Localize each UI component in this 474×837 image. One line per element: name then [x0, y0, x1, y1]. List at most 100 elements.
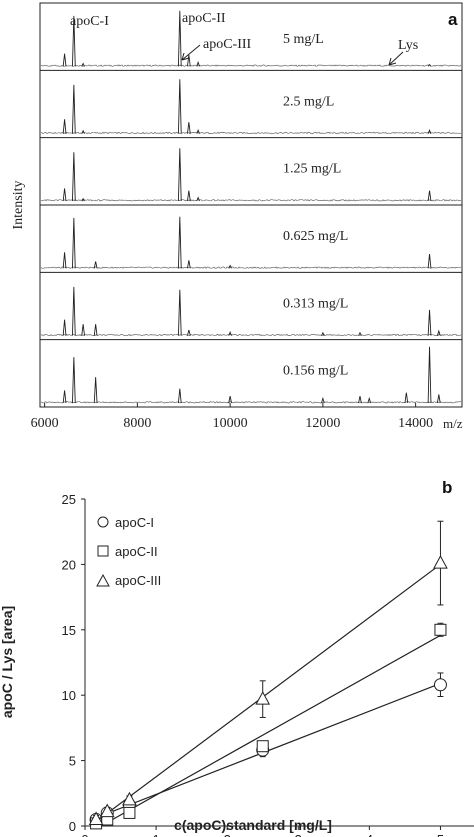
panel-b-x-axis-label: c(apoC)standard [mg/L]: [174, 817, 332, 833]
x-tick-label: 3: [295, 832, 302, 837]
spectrum-peak: [62, 188, 67, 202]
y-tick-label: 25: [62, 492, 76, 507]
x-tick-label: 1: [152, 832, 159, 837]
panel-b-label: b: [442, 478, 452, 497]
spectrum-peak: [436, 329, 441, 336]
legend-label-apoc-ii: apoC-II: [115, 544, 158, 559]
spectra-stack: 5 mg/L 2.5 mg/L 1.25 mg/L 0.625 mg/L 0.313 m…: [40, 10, 462, 404]
spectrum-baseline: [40, 401, 461, 404]
data-point-apoc-iii: [433, 555, 448, 569]
spectrum-peak: [72, 152, 76, 202]
legend: apoC-I apoC-II apoC-III: [96, 515, 161, 588]
arrow-apoc-iii: [181, 44, 201, 61]
annotation-apoc-iii: apoC-III: [203, 37, 252, 52]
annotation-apoc-i: apoC-I: [70, 14, 109, 29]
spectrum-peak: [187, 190, 191, 202]
data-point-apoc-iii: [88, 811, 104, 825]
panel-b-y-axis-label: apoC / Lys [area]: [0, 606, 15, 718]
panel-a-x-tick-label: 14000: [398, 416, 433, 431]
spectrum-peak: [72, 217, 76, 269]
spectrum-peak: [196, 196, 200, 202]
x-tick-label: 2: [224, 832, 231, 837]
x-tick-label: 5: [437, 832, 444, 837]
legend-marker-apoc-iii: [96, 573, 110, 587]
legend-marker-apoc-i: [97, 516, 109, 528]
spectrum-baseline: [40, 131, 462, 135]
spectrum-peak: [367, 396, 372, 404]
y-tick-label: 10: [62, 688, 76, 703]
spectrum-concentration-label: 0.625 mg/L: [283, 229, 348, 244]
spectrum-peak: [177, 216, 182, 269]
trend-line-apoc-iii: [95, 563, 441, 823]
spectrum-baseline: [40, 199, 462, 202]
spectrum-peak: [93, 377, 98, 404]
spectrum-peak: [72, 286, 76, 336]
data-point-apoc-iii: [122, 791, 137, 806]
spectrum-peak: [427, 346, 432, 404]
spectrum-peak: [62, 53, 67, 67]
trend-line-apoc-ii: [95, 634, 441, 830]
spectrum-peak: [177, 79, 182, 134]
legend-marker-apoc-ii: [97, 545, 109, 557]
spectrum-peak: [93, 324, 98, 336]
spectrum-concentration-label: 0.313 mg/L: [283, 296, 348, 311]
panel-a-mass-spectra: 5 mg/L 2.5 mg/L 1.25 mg/L 0.625 mg/L 0.313 m…: [11, 2, 463, 431]
spectrum-concentration-label: 0.156 mg/L: [283, 364, 348, 379]
spectrum-peak: [358, 331, 362, 336]
panel-b-calibration-chart: 0123450510152025 c(apoC)standard [mg/L] …: [0, 478, 474, 837]
spectrum-peak: [177, 10, 182, 67]
y-tick-label: 5: [69, 754, 76, 769]
spectrum-peak: [93, 261, 98, 269]
spectrum-peak: [427, 190, 432, 202]
spectrum-concentration-label: 1.25 mg/L: [283, 162, 341, 177]
spectrum-baseline: [40, 333, 462, 337]
spectrum-peak: [196, 60, 200, 67]
spectrum-peak: [187, 329, 191, 336]
spectrum-baseline: [40, 64, 462, 67]
spectrum-peak: [187, 54, 191, 67]
y-tick-label: 0: [69, 819, 76, 834]
annotation-apoc-ii: apoC-II: [182, 11, 226, 26]
arrow-lys: [388, 51, 404, 66]
data-point-apoc-ii: [256, 740, 269, 753]
spectrum-concentration-label: 5 mg/L: [283, 32, 324, 47]
annotation-lys: Lys: [398, 38, 418, 53]
spectrum-peak: [177, 289, 182, 336]
spectrum-peak: [62, 390, 67, 404]
spectrum-peak: [177, 388, 182, 404]
panel-a-x-tick-label: 8000: [123, 416, 151, 431]
spectrum-peak: [72, 84, 76, 134]
panel-a-x-axis-label: m/z: [443, 416, 463, 431]
spectrum-peak: [427, 309, 432, 336]
x-tick-label: 0: [81, 832, 88, 837]
spectrum-peak: [196, 129, 200, 134]
spectrum-peak: [177, 148, 182, 202]
spectrum-peak: [187, 122, 191, 134]
panel-a-x-ticks: 6000 8000 10000 12000 14000: [31, 403, 433, 431]
spectrum-peak: [228, 396, 232, 404]
spectrum-peak: [81, 197, 85, 202]
panel-a-x-tick-label: 12000: [305, 416, 340, 431]
legend-label-apoc-iii: apoC-III: [115, 573, 161, 588]
x-tick-label: 4: [366, 832, 373, 837]
panel-b-series: [88, 520, 448, 830]
spectrum-baseline: [40, 266, 462, 269]
spectrum-peak: [358, 396, 362, 404]
spectrum-peak: [62, 119, 67, 134]
spectrum-peak: [321, 396, 325, 404]
spectrum-peak: [62, 319, 67, 336]
spectrum-concentration-label: 2.5 mg/L: [283, 94, 334, 109]
spectrum-peak: [72, 15, 76, 67]
spectrum-peak: [187, 260, 191, 269]
spectrum-peak: [81, 129, 85, 134]
spectrum-peak: [436, 394, 441, 404]
spectrum-peak: [81, 62, 85, 67]
panel-a-y-axis-label: Intensity: [11, 181, 26, 230]
panel-a-label: a: [448, 10, 458, 29]
spectrum-peak: [427, 253, 432, 269]
data-point-apoc-iii: [255, 691, 271, 705]
data-point-apoc-ii: [123, 806, 136, 819]
spectrum-peak: [62, 252, 67, 269]
spectrum-peak: [228, 264, 232, 269]
